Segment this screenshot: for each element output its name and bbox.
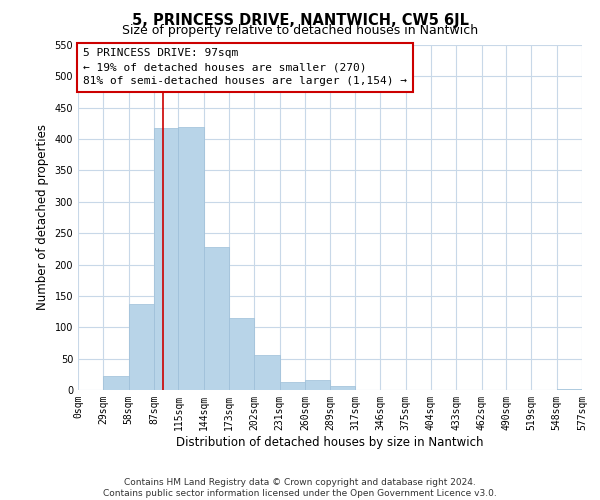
Bar <box>305 380 331 390</box>
Bar <box>280 382 305 390</box>
Bar <box>204 247 229 390</box>
Text: Size of property relative to detached houses in Nantwich: Size of property relative to detached ho… <box>122 24 478 37</box>
Bar <box>229 318 254 390</box>
Y-axis label: Number of detached properties: Number of detached properties <box>36 124 49 310</box>
Bar <box>254 355 280 390</box>
Bar <box>154 128 178 390</box>
Text: 5, PRINCESS DRIVE, NANTWICH, CW5 6JL: 5, PRINCESS DRIVE, NANTWICH, CW5 6JL <box>131 12 469 28</box>
Text: Contains HM Land Registry data © Crown copyright and database right 2024.
Contai: Contains HM Land Registry data © Crown c… <box>103 478 497 498</box>
Bar <box>128 304 154 390</box>
Text: 5 PRINCESS DRIVE: 97sqm
← 19% of detached houses are smaller (270)
81% of semi-d: 5 PRINCESS DRIVE: 97sqm ← 19% of detache… <box>83 48 407 86</box>
X-axis label: Distribution of detached houses by size in Nantwich: Distribution of detached houses by size … <box>176 436 484 448</box>
Bar <box>178 126 204 390</box>
Bar <box>557 388 582 390</box>
Bar <box>331 386 355 390</box>
Bar <box>103 376 128 390</box>
